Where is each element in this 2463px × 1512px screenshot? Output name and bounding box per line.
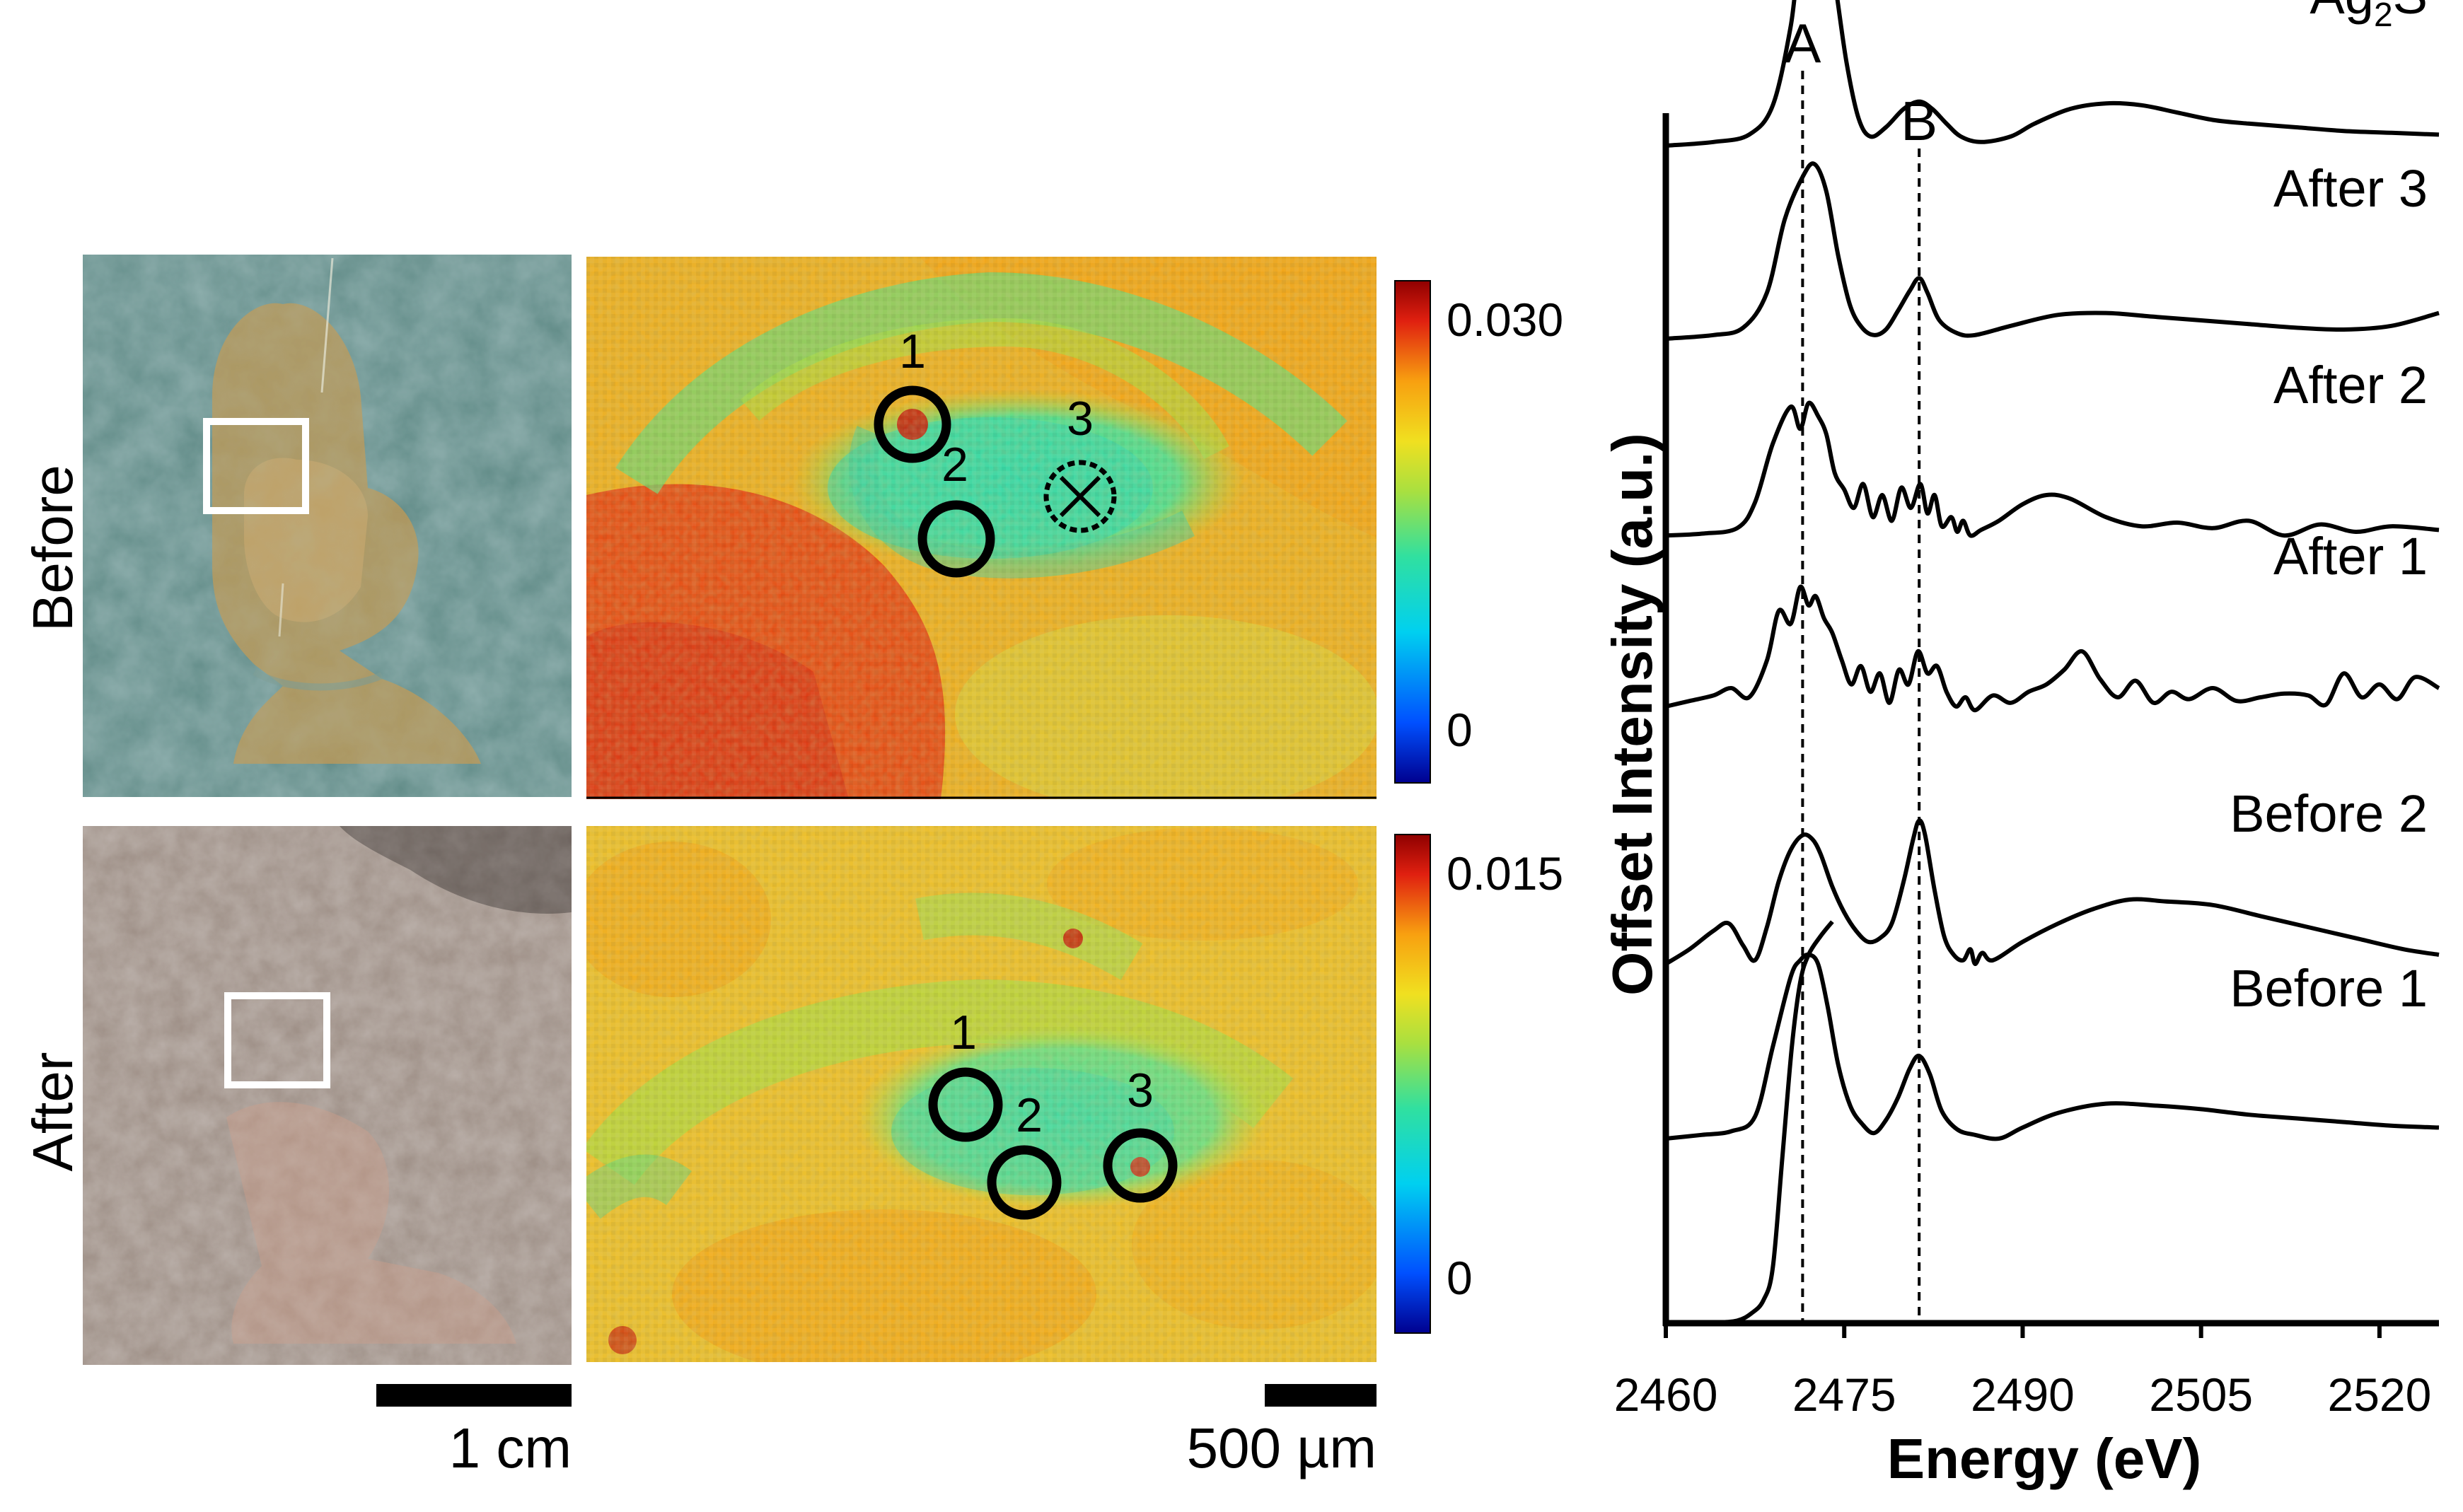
x-tick-label: 2475 bbox=[1792, 1368, 1896, 1421]
map-before-spots: 1 2 3 bbox=[874, 325, 1117, 578]
colorbar-before: 0.030 0 bbox=[1394, 280, 1563, 784]
spot-1 bbox=[874, 385, 951, 463]
scalebar-photo-label: 1 cm bbox=[449, 1417, 572, 1479]
spectrum-label-0: Ag2S bbox=[2310, 0, 2428, 34]
spot-label-2: 2 bbox=[941, 438, 968, 492]
x-tick-label: 2505 bbox=[2149, 1368, 2253, 1421]
row-label-before: Before bbox=[21, 465, 84, 632]
colorbar-after-max: 0.015 bbox=[1447, 847, 1563, 900]
spectrum-label-4: Before 2 bbox=[2230, 784, 2428, 843]
spectrum-line-1 bbox=[1665, 161, 2440, 341]
spectrum-labels: Ag2S After 3 After 2 After 1 Before 2 Before … bbox=[2230, 0, 2428, 1018]
x-ticks: 2460 2475 2490 2505 2520 bbox=[1614, 1323, 2432, 1421]
photo-before bbox=[83, 255, 572, 797]
x-tick-label: 2520 bbox=[2328, 1368, 2432, 1421]
map-after bbox=[586, 826, 1377, 1362]
colorbar-after: 0.015 0 bbox=[1394, 834, 1563, 1334]
spot-1 bbox=[928, 1067, 1003, 1142]
spot-label-3: 3 bbox=[1127, 1064, 1154, 1117]
colorbar-before-min: 0 bbox=[1447, 704, 1473, 756]
spectrum-label-2: After 2 bbox=[2273, 356, 2428, 414]
spectrum-line-0 bbox=[1665, 0, 2440, 148]
region-box bbox=[203, 418, 309, 514]
spot-3 bbox=[1043, 460, 1117, 533]
spot-3-cross bbox=[1059, 475, 1101, 518]
spot-label-3: 3 bbox=[1067, 392, 1094, 446]
spectrum-label-3: After 1 bbox=[2273, 527, 2428, 586]
spectra bbox=[1664, 0, 2440, 1325]
y-axis-label: Offset Intensity (a.u.) bbox=[1601, 433, 1664, 996]
row-label-after: After bbox=[21, 1052, 84, 1172]
colorbar-before-max: 0.030 bbox=[1447, 293, 1563, 346]
spot-label-1: 1 bbox=[899, 325, 926, 378]
spot-label-2: 2 bbox=[1016, 1088, 1043, 1142]
spot-label-1: 1 bbox=[950, 1006, 977, 1059]
spectrum-line-4 bbox=[1664, 818, 2440, 967]
spectrum-label-1: After 3 bbox=[2273, 159, 2428, 218]
spot-2 bbox=[917, 500, 995, 578]
scalebar-map: 500 µm bbox=[1187, 1384, 1377, 1479]
x-tick-label: 2460 bbox=[1614, 1368, 1718, 1421]
x-tick-label: 2490 bbox=[1971, 1368, 2075, 1421]
map-before bbox=[586, 257, 1377, 799]
spectrum-line-3 bbox=[1665, 584, 2440, 713]
map-after-spots: 1 2 3 bbox=[928, 1006, 1178, 1220]
x-axis-label: Energy (eV) bbox=[1887, 1427, 2202, 1490]
photo-after bbox=[83, 826, 572, 1365]
scalebar-photo: 1 cm bbox=[376, 1384, 572, 1479]
spot-2 bbox=[987, 1145, 1062, 1220]
spectrum-line-2 bbox=[1665, 400, 2440, 538]
region-box bbox=[224, 992, 330, 1088]
reference-label-B: B bbox=[1901, 90, 1937, 152]
scalebar-map-label: 500 µm bbox=[1187, 1417, 1377, 1479]
spot-3 bbox=[1103, 1128, 1178, 1203]
spectrum-label-5: Before 1 bbox=[2230, 959, 2428, 1018]
spectrum-line-5 bbox=[1665, 952, 2440, 1141]
colorbar-after-min: 0 bbox=[1447, 1252, 1473, 1304]
spectrum-line-6 bbox=[1665, 920, 1834, 1325]
